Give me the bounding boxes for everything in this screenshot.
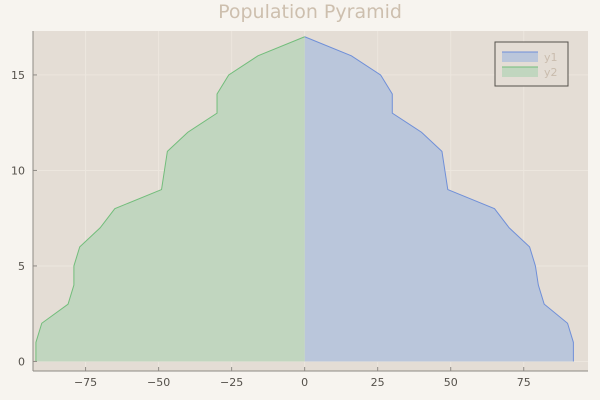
- legend-label-y2: y2: [544, 66, 558, 79]
- x-tick-label: 75: [517, 376, 531, 389]
- x-tick-label: 25: [371, 376, 385, 389]
- y-tick-label: 0: [18, 355, 25, 368]
- legend-box: [494, 41, 569, 87]
- y-tick-label: 5: [18, 260, 25, 273]
- chart-title: Population Pyramid: [218, 1, 402, 23]
- x-tick-label: 50: [444, 376, 458, 389]
- plot-area: −75 −50 −25 0 25 50 75 0 5 10 15 y1 y2: [11, 31, 588, 389]
- legend-swatch-y2: [502, 67, 538, 77]
- x-tick-label: −50: [147, 376, 170, 389]
- legend-label-y1: y1: [544, 51, 558, 64]
- series-y2-area: [35, 36, 305, 362]
- series-y1-area: [304, 36, 574, 362]
- x-tick-label: −25: [220, 376, 243, 389]
- series-y2-line: [35, 36, 305, 362]
- series-y1-line: [304, 36, 574, 362]
- y-tick-label: 15: [11, 69, 25, 82]
- x-tick-label: 0: [301, 376, 308, 389]
- x-tick-label: −75: [74, 376, 97, 389]
- y-tick-label: 10: [11, 164, 25, 177]
- legend-swatch-y1: [502, 52, 538, 62]
